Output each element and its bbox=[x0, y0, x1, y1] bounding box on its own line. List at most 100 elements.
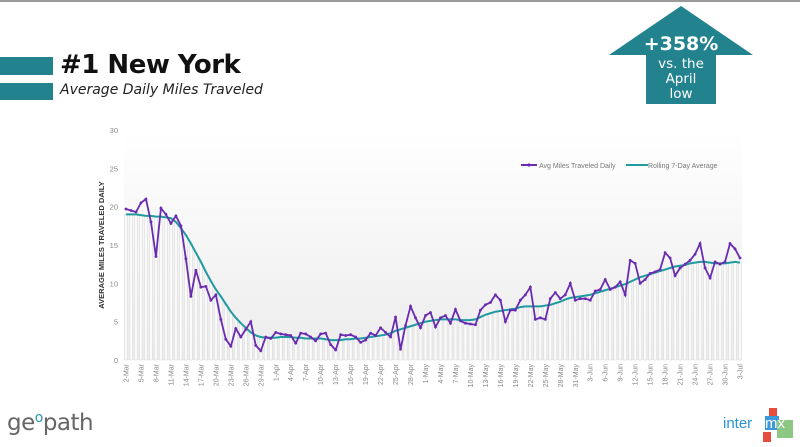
daily-point bbox=[244, 327, 248, 331]
column-bar bbox=[468, 319, 473, 361]
daily-point bbox=[643, 278, 647, 281]
x-tick-label: 24-Jun bbox=[693, 364, 700, 386]
daily-point bbox=[449, 321, 452, 325]
x-tick-label: 26-Mar bbox=[243, 363, 250, 386]
daily-point bbox=[299, 331, 303, 335]
daily-point bbox=[314, 339, 318, 343]
daily-point bbox=[688, 258, 692, 262]
column-bar bbox=[244, 327, 248, 361]
callout-line-3: low bbox=[669, 86, 693, 102]
x-tick-label: 2-Mar bbox=[124, 363, 131, 382]
daily-point bbox=[259, 349, 263, 353]
daily-point bbox=[613, 285, 617, 289]
daily-point bbox=[498, 298, 502, 302]
daily-point bbox=[334, 348, 338, 352]
daily-point bbox=[189, 294, 193, 298]
daily-point bbox=[593, 289, 597, 293]
x-tick-label: 25-May bbox=[543, 364, 550, 388]
column-bar bbox=[538, 306, 543, 361]
daily-point bbox=[484, 303, 487, 307]
title-accent-bar bbox=[0, 57, 53, 75]
daily-point bbox=[469, 322, 472, 326]
daily-point bbox=[169, 222, 173, 225]
column-bar bbox=[234, 317, 238, 361]
column-bar bbox=[368, 336, 373, 361]
geopath-logo: geopath bbox=[7, 410, 94, 436]
column-bar bbox=[343, 339, 348, 361]
daily-point bbox=[344, 334, 348, 337]
daily-point bbox=[693, 252, 697, 256]
daily-point bbox=[164, 212, 168, 216]
column-bar bbox=[573, 296, 578, 361]
page-subtitle: Average Daily Miles Traveled bbox=[60, 82, 263, 98]
column-bar bbox=[269, 337, 273, 361]
daily-point bbox=[733, 247, 737, 251]
column-bar bbox=[683, 264, 687, 361]
x-tick-label: 18-Jun bbox=[663, 364, 670, 386]
column-bar bbox=[718, 263, 722, 361]
x-tick-label: 9-Jun bbox=[618, 364, 625, 382]
column-bar bbox=[703, 261, 707, 361]
legend-label-rolling: Rolling 7-Day Average bbox=[648, 163, 718, 170]
daily-point bbox=[668, 256, 672, 260]
svg-text:mx: mx bbox=[765, 415, 785, 432]
column-bar bbox=[149, 215, 153, 361]
daily-point bbox=[194, 268, 198, 272]
column-bar bbox=[528, 306, 533, 361]
up-arrow-icon bbox=[609, 6, 753, 104]
column-bar bbox=[164, 217, 168, 361]
daily-point bbox=[633, 262, 637, 265]
x-tick-label: 21-Jun bbox=[678, 364, 685, 386]
column-bar bbox=[393, 330, 398, 361]
column-bar bbox=[438, 319, 443, 361]
column-bar bbox=[643, 275, 647, 361]
legend: Avg Miles Traveled Daily Rolling 7-Day A… bbox=[521, 163, 718, 170]
daily-point bbox=[124, 207, 128, 211]
column-bar bbox=[628, 281, 632, 361]
column-bar bbox=[189, 243, 193, 361]
daily-point bbox=[144, 197, 148, 201]
daily-point bbox=[309, 335, 313, 339]
daily-point bbox=[354, 335, 358, 339]
daily-point bbox=[249, 320, 253, 324]
daily-point bbox=[523, 293, 527, 297]
column-bar bbox=[298, 337, 303, 361]
daily-point bbox=[713, 260, 717, 264]
x-tick-label: 27-Jun bbox=[708, 364, 715, 386]
daily-point bbox=[414, 316, 417, 320]
column-bar bbox=[443, 319, 448, 361]
x-tick-label: 4-Apr bbox=[288, 363, 295, 381]
legend-label-daily: Avg Miles Traveled Daily bbox=[539, 163, 616, 170]
column-bar bbox=[563, 299, 568, 361]
column-bar bbox=[448, 319, 453, 361]
daily-point bbox=[274, 331, 278, 334]
column-bar bbox=[318, 338, 323, 361]
column-bar bbox=[723, 263, 727, 361]
x-tick-label: 11-Mar bbox=[168, 363, 175, 385]
x-tick-label: 16-May bbox=[498, 364, 505, 388]
daily-point bbox=[304, 332, 308, 336]
column-bar bbox=[229, 311, 233, 361]
x-tick-label: 1-Apr bbox=[273, 363, 280, 381]
column-bar bbox=[169, 217, 173, 361]
column-bar bbox=[603, 289, 607, 361]
daily-point bbox=[324, 331, 328, 335]
column-bar bbox=[493, 311, 498, 361]
column-bar bbox=[523, 306, 528, 361]
daily-point bbox=[683, 262, 687, 266]
column-bar bbox=[373, 335, 378, 361]
daily-point bbox=[608, 288, 612, 291]
daily-point bbox=[653, 270, 657, 274]
y-tick-label: 5 bbox=[114, 318, 118, 327]
column-bar bbox=[219, 296, 223, 361]
subtitle-accent-bar bbox=[0, 83, 53, 100]
column-bar bbox=[274, 337, 278, 361]
top-rule bbox=[0, 0, 800, 2]
x-tick-label: 22-May bbox=[528, 364, 535, 388]
column-bar bbox=[353, 338, 358, 361]
daily-point bbox=[179, 224, 183, 228]
column-bar bbox=[633, 279, 637, 361]
column-bar bbox=[348, 339, 353, 361]
daily-point bbox=[349, 333, 353, 337]
y-axis-label: AVERAGE MILES TRAVELED DAILY bbox=[97, 181, 106, 308]
